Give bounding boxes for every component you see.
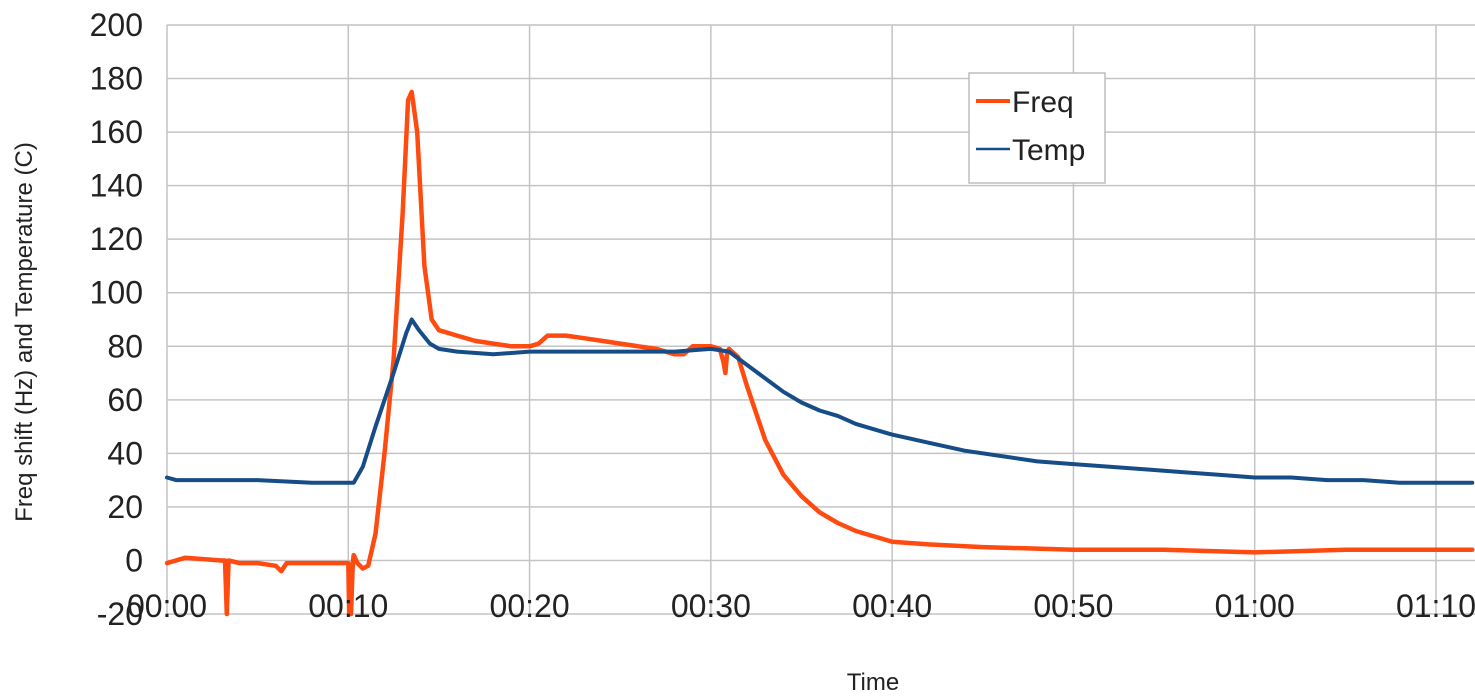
y-axis-tick-labels: -20 0 20 40 60 80 100 120 140 160 180 200 [90,7,143,632]
series-line-freq [164,89,1475,617]
y-tick-label: 20 [107,489,143,525]
y-tick-label: 40 [107,435,143,471]
y-tick-label: 140 [90,168,143,204]
legend-label-freq: Freq [1012,86,1074,119]
legend: Freq Temp [968,72,1106,184]
x-tick-label: 00:00 [127,588,207,624]
y-tick-label: 100 [90,275,143,311]
x-axis-title: Time [847,669,899,696]
y-tick-label: 120 [90,221,143,257]
y-axis-title: Freq shift (Hz) and Temperature (C) [11,142,38,522]
y-tick-label: 60 [107,382,143,418]
series-line-temp [165,317,1475,485]
x-tick-label: 00:30 [671,588,751,624]
series-layer [164,89,1475,617]
y-tick-label: 200 [90,7,143,43]
y-tick-label: 160 [90,114,143,150]
legend-box [968,72,1106,184]
legend-label-temp: Temp [1012,134,1085,167]
y-tick-label: 80 [107,328,143,364]
gridlines [166,24,1475,615]
x-tick-label: 00:20 [490,588,570,624]
x-axis-tick-labels: 00:00 00:10 00:20 00:30 00:40 00:50 01:00 01:10 [127,588,1475,624]
x-tick-label: 00:10 [308,588,388,624]
x-tick-label: 01:00 [1215,588,1295,624]
y-tick-label: 0 [125,542,143,578]
y-tick-label: -20 [97,596,143,632]
x-tick-label: 01:10 [1396,588,1475,624]
x-tick-label: 00:50 [1033,588,1113,624]
y-tick-label: 180 [90,61,143,97]
x-tick-label: 00:40 [852,588,932,624]
